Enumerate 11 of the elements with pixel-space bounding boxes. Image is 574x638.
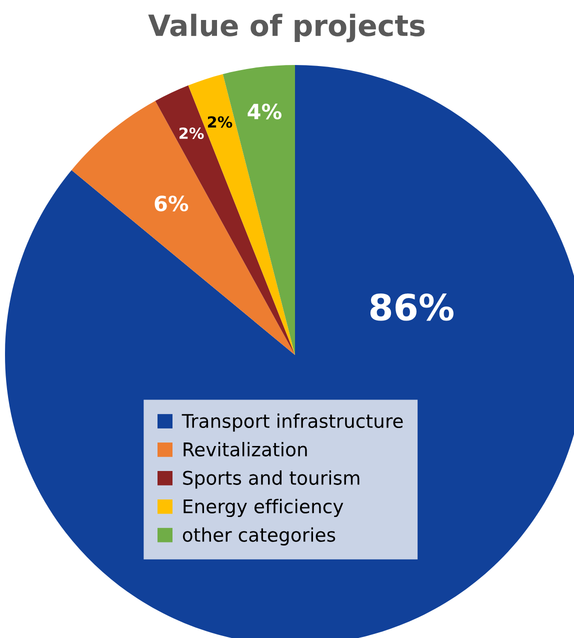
- legend-label: Transport infrastructure: [182, 414, 403, 432]
- data-label: 2%: [180, 127, 204, 140]
- chart-title: Value of projects: [148, 14, 425, 42]
- legend-label: other categories: [182, 527, 336, 546]
- data-label: 86%: [370, 293, 454, 321]
- data-label: 6%: [154, 196, 188, 212]
- legend-label: Sports and tourism: [183, 470, 360, 489]
- legend-label: Energy efficiency: [184, 498, 344, 518]
- data-label: 4%: [248, 104, 282, 120]
- legend-label: Revitalization: [184, 442, 307, 456]
- data-label: 2%: [208, 116, 232, 128]
